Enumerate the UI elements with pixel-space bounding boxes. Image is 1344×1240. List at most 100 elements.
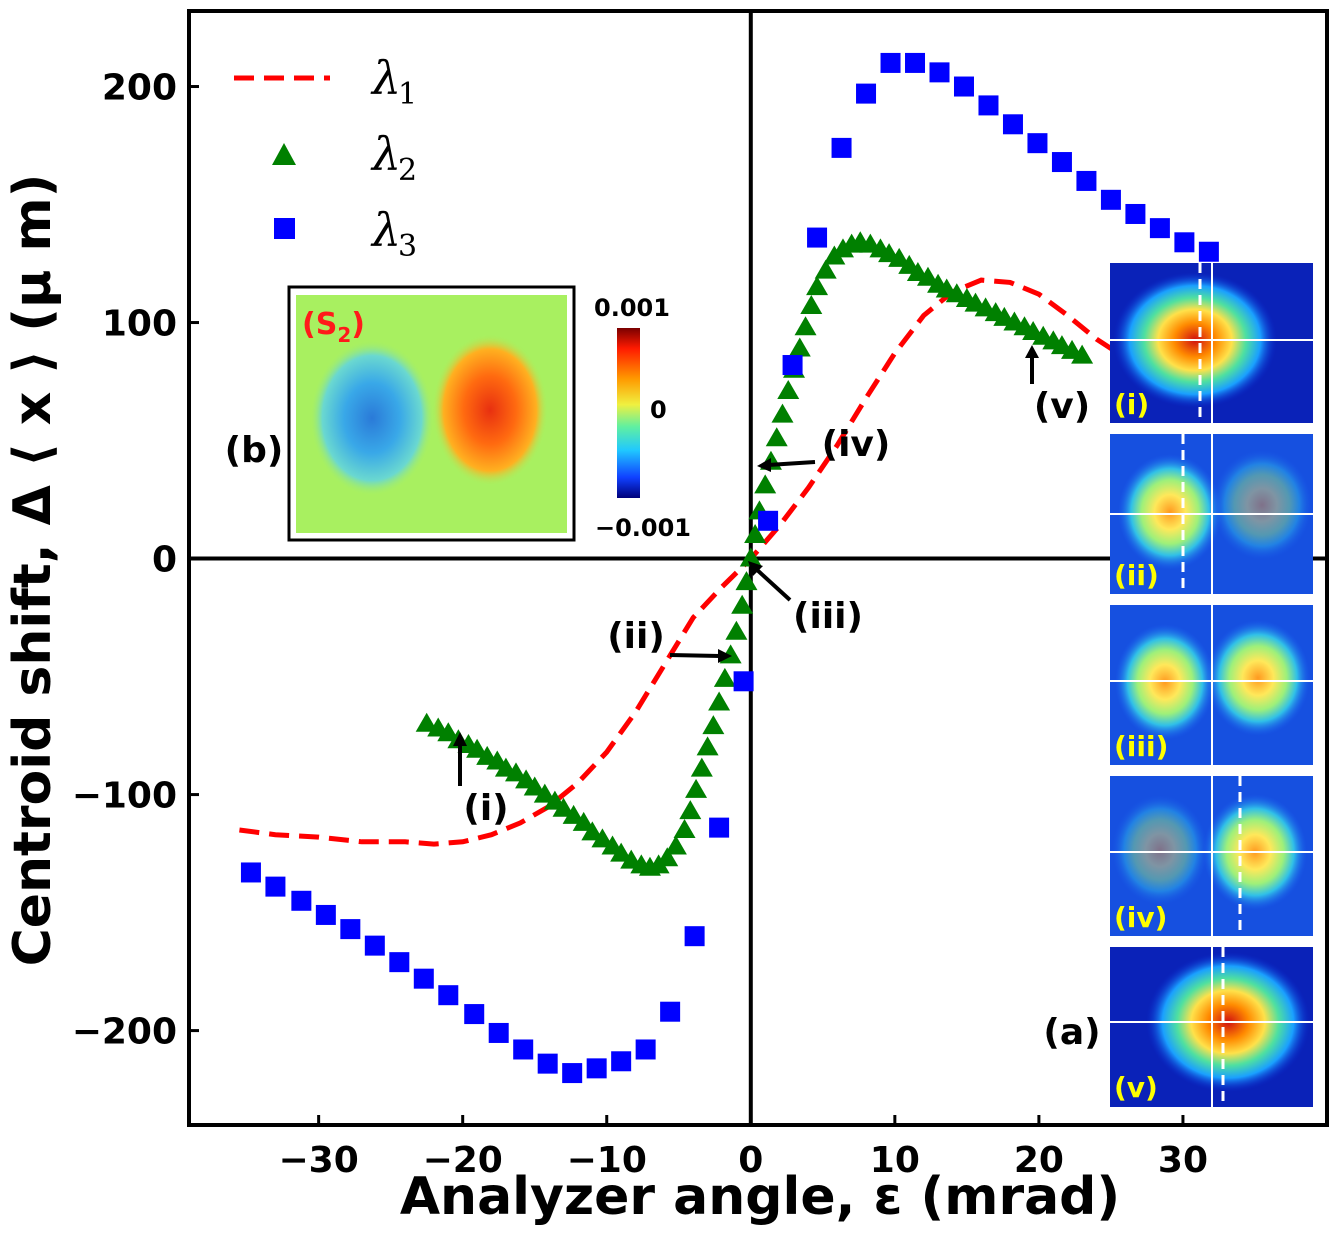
beam-panel-iv-label: (iv) [1114, 901, 1167, 934]
beam-panel-ii: (ii) [1110, 434, 1313, 594]
lambda3-point [1076, 170, 1097, 191]
inset-a: (i) (ii) (iii) (iv) [1043, 263, 1313, 1107]
inset-b-negative-lobe [310, 340, 434, 496]
lambda2-point [581, 821, 604, 841]
lambda2-point [1071, 344, 1094, 364]
lambda3-point [488, 1022, 509, 1043]
arrow-ii-head [718, 649, 732, 663]
lambda2-point [664, 835, 687, 855]
legend: λ 1 λ 2 λ 3 [234, 51, 417, 264]
lambda3-point [1027, 133, 1048, 154]
arrow-iv [767, 460, 816, 467]
lambda3-point [709, 817, 730, 838]
beam-panel-iii-spot-right [1206, 620, 1310, 736]
lambda3-point [1174, 232, 1195, 253]
lambda3-point [586, 1058, 607, 1079]
inset-a-label: (a) [1043, 1012, 1100, 1053]
lambda3-point [635, 1039, 656, 1060]
series-lambda1 [239, 277, 1127, 847]
arrow-ii [669, 653, 721, 658]
lambda2-point [739, 547, 762, 567]
annotations: (i) (ii) (iii) (iv) (v) [453, 345, 1090, 829]
lambda2-point [523, 776, 546, 796]
lambda3-point [733, 671, 754, 692]
lambda2-point [754, 474, 777, 494]
inset-b-label: (b) [225, 430, 284, 471]
lambda3-point [562, 1063, 583, 1084]
lambda2-point [708, 691, 731, 711]
lambda3-point [240, 862, 261, 883]
lambda2-point [610, 842, 633, 862]
y-tick-label: −200 [72, 1012, 177, 1053]
annotation-i: (i) [463, 788, 508, 829]
legend-lambda1-sub: 1 [398, 77, 417, 112]
lambda2-point [415, 712, 438, 732]
annotation-iv: (iv) [822, 424, 891, 465]
y-tick-label: −100 [72, 776, 177, 817]
beam-panel-i: (i) [1110, 263, 1313, 423]
annotation-iii: (iii) [793, 596, 863, 637]
legend-lambda2-swatch [272, 143, 296, 165]
legend-lambda3-swatch [274, 218, 295, 239]
lambda3-point [905, 52, 926, 73]
lambda2-point [771, 403, 794, 423]
lambda3-point [831, 137, 852, 158]
lambda3-point [315, 904, 336, 925]
beam-panel-iii: (iii) [1110, 605, 1313, 765]
inset-b-positive-lobe [432, 334, 548, 486]
lambda3-point [929, 62, 950, 83]
lambda2-point [744, 523, 767, 543]
lambda3-point [758, 510, 779, 531]
arrow-iii-head [748, 561, 763, 576]
x-tick-label: −10 [567, 1140, 647, 1181]
lambda3-point [611, 1051, 632, 1072]
lambda2-point [725, 620, 748, 640]
lambda2-point [572, 811, 595, 831]
lambda3-point [291, 890, 312, 911]
lambda3-point [782, 355, 803, 376]
lambda3-point [1051, 152, 1072, 173]
x-tick-label: −20 [423, 1140, 503, 1181]
lambda3-point [1149, 218, 1170, 239]
lambda3-point [438, 985, 459, 1006]
lambda2-point [591, 828, 614, 848]
x-tick-label: 20 [1014, 1140, 1064, 1181]
legend-lambda2-sub: 2 [398, 153, 417, 188]
lambda2-point [777, 379, 800, 399]
plot-frame [187, 9, 1329, 1127]
beam-panel-v-label: (v) [1114, 1071, 1158, 1104]
lambda2-point [679, 800, 702, 820]
lambda3-point [1198, 241, 1219, 262]
beam-panel-ii-spot-left [1118, 454, 1222, 570]
x-tick-label: 10 [870, 1140, 920, 1181]
lambda2-point [888, 247, 911, 267]
inset-b: (S2) (b) 0.001 0 −0.001 [225, 285, 691, 542]
annotation-ii: (ii) [607, 616, 665, 657]
x-axis-label: Analyzer angle, ε (mrad) [400, 1167, 1120, 1227]
colorbar-mid-label: 0 [650, 396, 667, 424]
lambda3-point [807, 227, 828, 248]
lambda2-point [656, 847, 679, 867]
legend-lambda1-symbol: λ [370, 51, 401, 105]
x-tick-label: 0 [738, 1140, 763, 1181]
x-tick-label: −30 [279, 1140, 359, 1181]
lambda3-point [364, 935, 385, 956]
lambda2-point [916, 266, 939, 286]
lambda3-point [978, 95, 999, 116]
lambda2-point [437, 722, 460, 742]
lambda2-point [533, 783, 556, 803]
beam-panel-iv-spot-left [1112, 795, 1208, 905]
lambda3-point [537, 1053, 558, 1074]
y-tick-label: 200 [102, 68, 177, 109]
lambda2-point [685, 778, 708, 798]
lambda3-point [340, 919, 361, 940]
inset-b-title: (S2) [302, 307, 365, 347]
lambda2-point [690, 757, 713, 777]
legend-lambda2-symbol: λ [370, 127, 401, 181]
lambda3-point [1125, 203, 1146, 224]
lambda2-point [731, 594, 754, 614]
lambda2-point [713, 667, 736, 687]
lambda2-point [466, 738, 489, 758]
